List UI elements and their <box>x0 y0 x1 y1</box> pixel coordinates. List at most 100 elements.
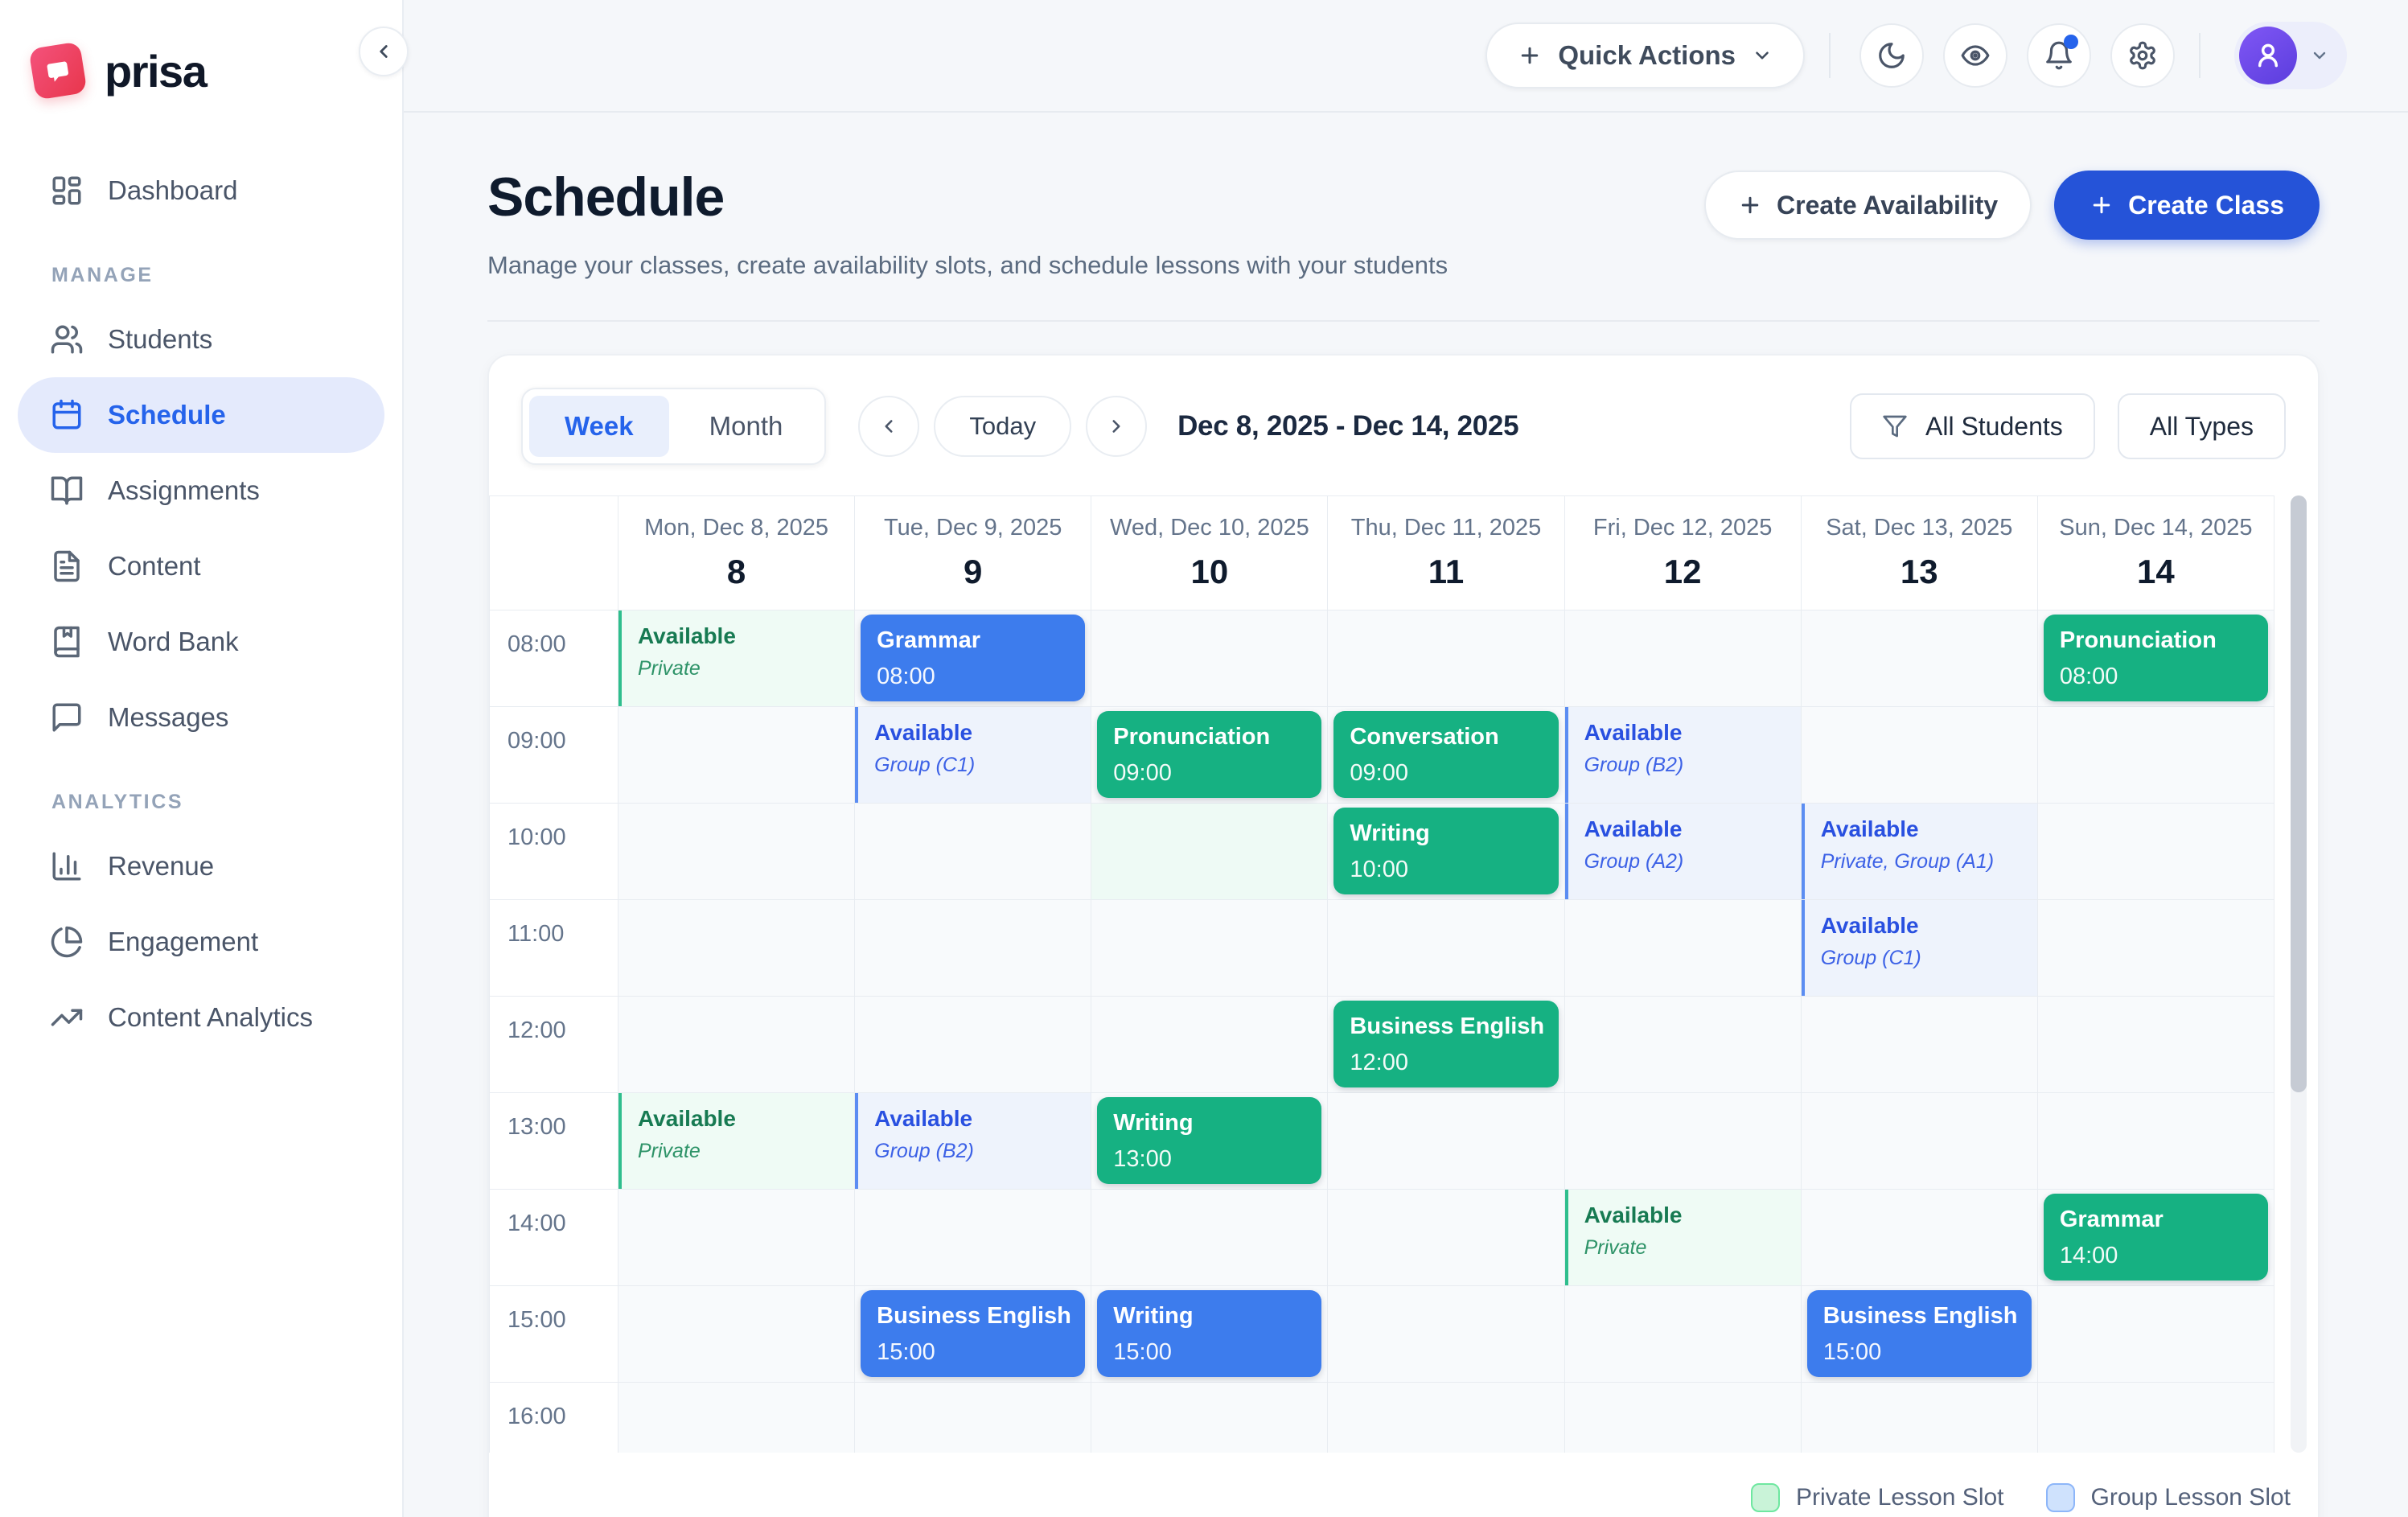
settings-button[interactable] <box>2110 23 2175 88</box>
calendar-cell[interactable]: Grammar 08:00 <box>855 610 1092 707</box>
event-block[interactable]: Business English 12:00 <box>1333 1001 1559 1087</box>
calendar-cell[interactable] <box>855 997 1092 1093</box>
calendar-cell[interactable] <box>1091 610 1329 707</box>
calendar-cell[interactable]: Business English 12:00 <box>1328 997 1565 1093</box>
create-availability-button[interactable]: Create Availability <box>1704 171 2032 240</box>
calendar-cell[interactable] <box>855 804 1092 900</box>
calendar-cell[interactable] <box>1801 1093 2038 1190</box>
sidebar-item-content-analytics[interactable]: Content Analytics <box>18 980 384 1055</box>
calendar-cell[interactable] <box>1564 610 1802 707</box>
brand-logo[interactable]: prisa <box>0 0 402 113</box>
availability-slot[interactable]: Available Private, Group (A1) <box>1801 804 2037 899</box>
calendar-cell[interactable]: Available Private <box>1564 1190 1802 1286</box>
sidebar-item-students[interactable]: Students <box>18 302 384 377</box>
calendar-cell[interactable] <box>618 1286 856 1383</box>
calendar-cell[interactable] <box>2037 900 2274 997</box>
availability-slot[interactable]: Available Group (A2) <box>1564 804 1801 899</box>
calendar-cell[interactable]: Available Private, Group (A1) <box>1801 804 2038 900</box>
sidebar-collapse-button[interactable] <box>359 27 409 76</box>
calendar-cell[interactable] <box>855 900 1092 997</box>
event-block[interactable]: Writing 15:00 <box>1097 1290 1322 1377</box>
create-class-button[interactable]: Create Class <box>2054 171 2320 240</box>
availability-slot[interactable]: Available Group (B2) <box>1564 707 1801 803</box>
calendar-cell[interactable] <box>1801 1190 2038 1286</box>
next-week-button[interactable] <box>1086 396 1148 457</box>
sidebar-item-engagement[interactable]: Engagement <box>18 904 384 980</box>
event-block[interactable]: Pronunciation 08:00 <box>2043 615 2268 701</box>
calendar-cell[interactable] <box>1091 900 1329 997</box>
today-button[interactable]: Today <box>934 396 1072 457</box>
calendar-cell[interactable]: Business English 15:00 <box>855 1286 1092 1383</box>
calendar-cell[interactable] <box>1091 804 1329 900</box>
calendar-cell[interactable]: Available Group (B2) <box>1564 707 1802 804</box>
calendar-cell[interactable]: Writing 13:00 <box>1091 1093 1329 1190</box>
calendar-cell[interactable] <box>1801 707 2038 804</box>
calendar-cell[interactable]: Available Private <box>618 1093 856 1190</box>
sidebar-item-messages[interactable]: Messages <box>18 680 384 755</box>
availability-slot[interactable]: Available Private <box>1564 1190 1801 1285</box>
student-filter-select[interactable]: All Students <box>1849 393 2095 459</box>
calendar-cell[interactable] <box>2037 1383 2274 1453</box>
calendar-cell[interactable] <box>2037 997 2274 1093</box>
calendar-cell[interactable] <box>618 900 856 997</box>
calendar-cell[interactable] <box>618 1190 856 1286</box>
focus-mode-button[interactable] <box>1943 23 2007 88</box>
type-filter-select[interactable]: All Types <box>2117 393 2286 459</box>
calendar-cell[interactable] <box>1564 1286 1802 1383</box>
calendar-cell[interactable] <box>855 1383 1092 1453</box>
sidebar-item-dashboard[interactable]: Dashboard <box>18 153 384 228</box>
prev-week-button[interactable] <box>858 396 920 457</box>
calendar-cell[interactable] <box>618 804 856 900</box>
calendar-cell[interactable] <box>855 1190 1092 1286</box>
calendar-cell[interactable] <box>1801 1383 2038 1453</box>
event-block[interactable]: Pronunciation 09:00 <box>1097 711 1322 798</box>
calendar-cell[interactable] <box>1564 1383 1802 1453</box>
calendar-cell[interactable] <box>1801 997 2038 1093</box>
availability-slot[interactable]: Available Group (C1) <box>1801 900 2037 996</box>
availability-slot[interactable]: Available Private <box>618 610 855 706</box>
availability-slot[interactable]: Available Group (B2) <box>855 1093 1091 1189</box>
dark-mode-button[interactable] <box>1859 23 1924 88</box>
calendar-cell[interactable]: Writing 10:00 <box>1328 804 1565 900</box>
calendar-cell[interactable]: Writing 15:00 <box>1091 1286 1329 1383</box>
calendar-cell[interactable] <box>1328 1286 1565 1383</box>
calendar-cell[interactable] <box>1091 1190 1329 1286</box>
event-block[interactable]: Business English 15:00 <box>861 1290 1086 1377</box>
sidebar-item-schedule[interactable]: Schedule <box>18 377 384 453</box>
sidebar-item-word-bank[interactable]: Word Bank <box>18 604 384 680</box>
calendar-cell[interactable] <box>1328 1383 1565 1453</box>
calendar-cell[interactable]: Available Group (A2) <box>1564 804 1802 900</box>
calendar-cell[interactable] <box>618 707 856 804</box>
event-block[interactable]: Conversation 09:00 <box>1333 711 1559 798</box>
calendar-cell[interactable] <box>1564 900 1802 997</box>
calendar-scrollbar-thumb[interactable] <box>2291 495 2307 1092</box>
calendar-cell[interactable]: Business English 15:00 <box>1801 1286 2038 1383</box>
availability-slot[interactable] <box>1091 804 1328 899</box>
availability-slot[interactable]: Available Private <box>618 1093 855 1189</box>
sidebar-item-content[interactable]: Content <box>18 528 384 604</box>
calendar-cell[interactable] <box>1328 900 1565 997</box>
event-block[interactable]: Business English 15:00 <box>1806 1290 2032 1377</box>
calendar-cell[interactable] <box>618 997 856 1093</box>
calendar-cell[interactable] <box>1091 1383 1329 1453</box>
availability-slot[interactable]: Available Group (C1) <box>855 707 1091 803</box>
sidebar-item-revenue[interactable]: Revenue <box>18 828 384 904</box>
calendar-cell[interactable] <box>1564 1093 1802 1190</box>
event-block[interactable]: Writing 13:00 <box>1097 1097 1322 1184</box>
event-block[interactable]: Grammar 08:00 <box>861 615 1086 701</box>
calendar-cell[interactable] <box>1328 1093 1565 1190</box>
calendar-cell[interactable] <box>1328 1190 1565 1286</box>
calendar-cell[interactable] <box>2037 707 2274 804</box>
calendar-cell[interactable] <box>1091 997 1329 1093</box>
event-block[interactable]: Grammar 14:00 <box>2043 1194 2268 1281</box>
view-toggle-week[interactable]: Week <box>529 396 669 457</box>
calendar-cell[interactable]: Grammar 14:00 <box>2037 1190 2274 1286</box>
calendar-cell[interactable]: Conversation 09:00 <box>1328 707 1565 804</box>
notifications-button[interactable] <box>2027 23 2091 88</box>
event-block[interactable]: Writing 10:00 <box>1333 808 1559 894</box>
calendar-cell[interactable] <box>2037 1093 2274 1190</box>
view-toggle-month[interactable]: Month <box>709 411 783 441</box>
calendar-cell[interactable]: Pronunciation 08:00 <box>2037 610 2274 707</box>
calendar-cell[interactable]: Pronunciation 09:00 <box>1091 707 1329 804</box>
calendar-cell[interactable] <box>618 1383 856 1453</box>
